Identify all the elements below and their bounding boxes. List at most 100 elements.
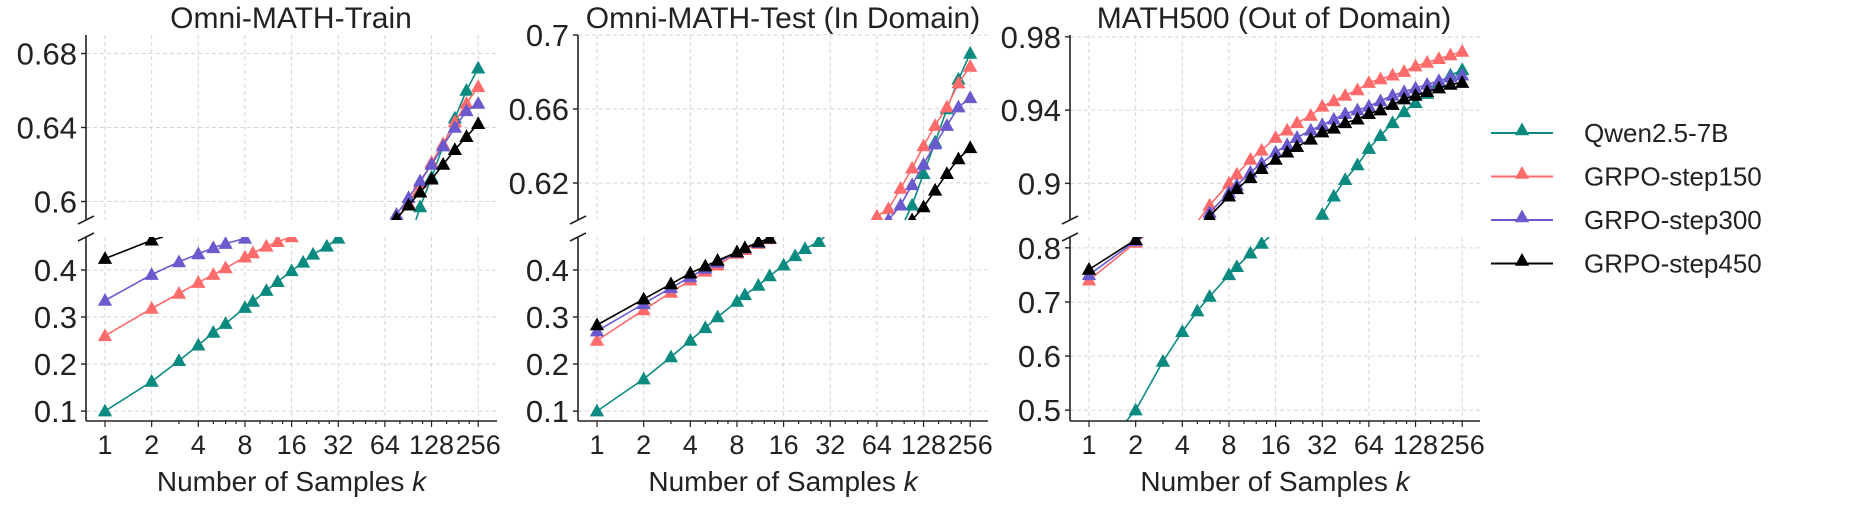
legend-triangle-icon bbox=[1514, 253, 1530, 266]
x-tick-label: 4 bbox=[191, 430, 206, 460]
data-point-Qwen2.5-7B bbox=[1408, 95, 1423, 109]
legend-label: GRPO-step300 bbox=[1584, 205, 1762, 235]
x-tick-label: 1 bbox=[1081, 430, 1096, 460]
data-point-Qwen2.5-7B bbox=[663, 349, 679, 363]
data-point-Qwen2.5-7B bbox=[1243, 245, 1258, 259]
legend-item: Qwen2.5-7B bbox=[1491, 118, 1729, 148]
lower-axes: 0.1 0.2 0.3 0.4 bbox=[34, 232, 497, 429]
data-point-Qwen2.5-7B bbox=[97, 403, 113, 417]
data-point-Qwen2.5-7B bbox=[1128, 402, 1143, 416]
data-point-GRPO-step300 bbox=[1396, 84, 1412, 98]
data-point-Qwen2.5-7B bbox=[245, 293, 261, 307]
data-point-Qwen2.5-7B bbox=[1385, 115, 1400, 129]
data-point-GRPO-step300 bbox=[927, 136, 943, 150]
data-point-Qwen2.5-7B bbox=[237, 300, 253, 313]
data-point-Qwen2.5-7B bbox=[319, 238, 334, 252]
data-point-GRPO-step450 bbox=[1338, 115, 1353, 129]
data-point-GRPO-step450 bbox=[1326, 120, 1341, 134]
data-point-Qwen2.5-7B bbox=[331, 237, 346, 244]
data-point-GRPO-step300 bbox=[1315, 117, 1330, 131]
data-point-GRPO-step300 bbox=[1350, 102, 1365, 116]
data-point-Qwen2.5-7B bbox=[191, 337, 206, 351]
data-point-GRPO-step450 bbox=[1408, 87, 1423, 101]
data-point-GRPO-step450 bbox=[1081, 261, 1097, 275]
data-point-Qwen2.5-7B bbox=[1175, 324, 1190, 337]
data-point-GRPO-step450 bbox=[589, 317, 605, 331]
y-tick-label: 0.64 bbox=[17, 111, 77, 146]
axis-break-mark bbox=[569, 215, 587, 225]
data-point-Qwen2.5-7B bbox=[1202, 289, 1217, 302]
data-point-GRPO-step150 bbox=[963, 58, 978, 72]
data-point-GRPO-step450 bbox=[1268, 152, 1283, 165]
x-tick-label: 128 bbox=[1393, 430, 1438, 460]
upper-axes: 0.6 0.64 0.68 bbox=[17, 35, 497, 225]
data-point-Qwen2.5-7B bbox=[1338, 172, 1353, 185]
data-point-GRPO-step150 bbox=[1289, 115, 1305, 129]
data-point-GRPO-step300 bbox=[1373, 93, 1388, 107]
data-point-GRPO-step300 bbox=[1408, 80, 1423, 94]
data-point-GRPO-step150 bbox=[1431, 51, 1446, 65]
data-point-Qwen2.5-7B bbox=[1190, 303, 1205, 317]
x-tick-label: 32 bbox=[323, 430, 353, 460]
data-point-GRPO-step300 bbox=[1455, 67, 1470, 81]
data-point-Qwen2.5-7B bbox=[1396, 104, 1412, 118]
legend-item: GRPO-step300 bbox=[1491, 205, 1762, 235]
y-tick-label: 0.8 bbox=[1018, 231, 1061, 266]
data-point-GRPO-step150 bbox=[904, 160, 920, 174]
data-point-Qwen2.5-7B bbox=[751, 277, 766, 291]
data-point-GRPO-step450 bbox=[939, 166, 954, 179]
data-point-GRPO-step450 bbox=[963, 140, 978, 154]
y-tick-label: 0.1 bbox=[34, 394, 77, 429]
x-tick-label: 32 bbox=[815, 430, 845, 460]
data-point-GRPO-step450 bbox=[698, 258, 713, 272]
legend-triangle-icon bbox=[1514, 209, 1530, 223]
data-point-GRPO-step450 bbox=[1203, 208, 1216, 220]
data-point-GRPO-step150 bbox=[939, 99, 954, 113]
data-point-GRPO-step150 bbox=[206, 267, 221, 280]
data-point-GRPO-step150 bbox=[1268, 130, 1283, 143]
data-point-Qwen2.5-7B bbox=[1361, 141, 1377, 154]
data-point-GRPO-step150 bbox=[1243, 152, 1258, 165]
x-tick-label: 1 bbox=[97, 430, 112, 460]
upper-series bbox=[389, 60, 486, 220]
legend-item: GRPO-step150 bbox=[1491, 162, 1762, 192]
data-point-Qwen2.5-7B bbox=[963, 46, 978, 59]
axis-break-mark bbox=[1061, 232, 1079, 242]
y-tick-label: 0.4 bbox=[526, 253, 569, 288]
data-point-GRPO-step150 bbox=[881, 201, 896, 215]
data-point-Qwen2.5-7B bbox=[1373, 128, 1388, 141]
data-point-GRPO-step300 bbox=[1338, 106, 1353, 120]
x-axis: 1 2 4 8 16 32 64 128 256 Number of Samples k bbox=[1070, 420, 1485, 497]
data-point-GRPO-step450 bbox=[683, 265, 698, 279]
data-point-GRPO-step300 bbox=[191, 246, 206, 260]
upper-axes: 0.62 0.66 0.7 bbox=[509, 18, 988, 225]
data-point-GRPO-step300 bbox=[218, 237, 233, 249]
data-point-GRPO-step150 bbox=[893, 181, 908, 194]
data-point-GRPO-step450 bbox=[636, 291, 651, 305]
data-point-GRPO-step150 bbox=[927, 118, 943, 131]
data-point-GRPO-step450 bbox=[907, 212, 917, 220]
y-tick-label: 0.68 bbox=[17, 37, 77, 72]
data-point-Qwen2.5-7B bbox=[683, 333, 698, 346]
x-tick-label: 16 bbox=[769, 430, 799, 460]
data-point-Qwen2.5-7B bbox=[1229, 259, 1245, 273]
data-point-GRPO-step450 bbox=[412, 184, 428, 198]
data-point-Qwen2.5-7B bbox=[729, 293, 745, 307]
data-point-GRPO-step450 bbox=[951, 151, 966, 165]
data-point-GRPO-step450 bbox=[751, 237, 766, 248]
data-point-Qwen2.5-7B bbox=[762, 268, 777, 282]
x-axis-label: Number of Samples k bbox=[1140, 466, 1411, 497]
data-point-GRPO-step150 bbox=[1350, 82, 1365, 96]
data-point-Qwen2.5-7B bbox=[171, 353, 187, 367]
data-point-GRPO-step450 bbox=[762, 237, 777, 244]
x-tick-label: 8 bbox=[237, 430, 252, 460]
lower-axes: 0.5 0.6 0.7 0.8 bbox=[1018, 231, 1480, 428]
data-point-GRPO-step150 bbox=[1443, 47, 1458, 61]
data-point-GRPO-step150 bbox=[144, 301, 159, 314]
data-point-GRPO-step300 bbox=[893, 197, 908, 211]
x-tick-label: 256 bbox=[456, 430, 501, 460]
data-point-Qwen2.5-7B bbox=[270, 274, 285, 287]
subplot-3: MATH500 (Out of Domain) 0.9 0.94 0.98 0.5 0.6… bbox=[1001, 2, 1485, 497]
data-point-Qwen2.5-7B bbox=[412, 199, 428, 213]
